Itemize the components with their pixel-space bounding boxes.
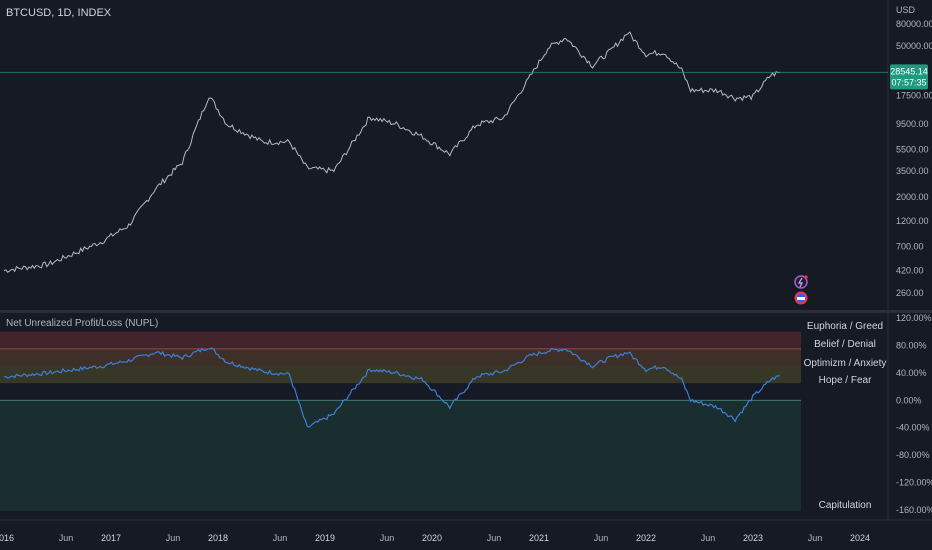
time-tick-label: 2016 (0, 533, 14, 543)
zone-band (0, 331, 801, 349)
time-tick-label: 2021 (529, 533, 549, 543)
time-tick-label: 2019 (315, 533, 335, 543)
pane-separator[interactable] (0, 310, 932, 313)
last-price-tag: 28545.14 07:57:35 (890, 64, 928, 90)
price-tick-label: 420.00 (896, 265, 924, 275)
price-line (3, 31, 780, 273)
lightning-icon[interactable] (794, 275, 808, 289)
nupl-series (3, 347, 780, 428)
time-tick-label: 2020 (422, 533, 442, 543)
price-series (3, 31, 780, 273)
flag-stripe-icon (797, 297, 805, 300)
price-tick-label: 9500.00 (896, 119, 929, 129)
event-markers[interactable] (794, 275, 808, 305)
time-tick-label: Jun (808, 533, 823, 543)
price-tick-label: 2000.00 (896, 192, 929, 202)
zone-label: Hope / Fear (819, 375, 872, 386)
notification-dot-icon (804, 275, 808, 279)
price-tick-label: 700.00 (896, 241, 924, 251)
indicator-title[interactable]: Net Unrealized Profit/Loss (NUPL) (6, 318, 158, 329)
time-tick-label: Jun (487, 533, 502, 543)
time-tick-label: Jun (380, 533, 395, 543)
nupl-line (3, 347, 780, 428)
indicator-tick-label: 0.00% (896, 395, 922, 405)
price-tick-label: 260.00 (896, 288, 924, 298)
indicator-axis[interactable]: 120.00% 80.00% 40.00% 0.00% -40.00% -80.00% -1… (896, 313, 932, 515)
price-tick-label: 3500.00 (896, 166, 929, 176)
currency-label: USD (896, 5, 916, 15)
price-tick-label: 50000.00 (896, 41, 932, 51)
zone-label: Optimizm / Anxiety (804, 358, 887, 369)
zone-band (0, 348, 801, 366)
indicator-tick-label: 80.00% (896, 340, 927, 350)
time-tick-label: Jun (273, 533, 288, 543)
time-tick-label: 2018 (208, 533, 228, 543)
price-tick-label: 5500.00 (896, 145, 929, 155)
zone-band (0, 366, 801, 384)
time-tick-label: 2023 (743, 533, 763, 543)
zone-label: Belief / Denial (814, 339, 876, 350)
symbol-title[interactable]: BTCUSD, 1D, INDEX (6, 7, 112, 19)
price-axis[interactable]: 80000.00 50000.00 17500.00 9500.00 5500.00 35… (896, 19, 932, 298)
countdown-value: 07:57:35 (891, 77, 926, 87)
nupl-zones: Euphoria / Greed Belief / Denial Optimizm … (0, 321, 886, 511)
indicator-tick-label: -80.00% (896, 450, 930, 460)
indicator-tick-label: 40.00% (896, 368, 927, 378)
zone-band (0, 400, 801, 511)
last-price-value: 28545.14 (890, 66, 928, 76)
indicator-tick-label: -120.00% (896, 478, 932, 488)
last-price-tag-bg (890, 64, 928, 90)
time-tick-label: Jun (701, 533, 716, 543)
price-tick-label: 17500.00 (896, 90, 932, 100)
price-pane[interactable] (0, 0, 888, 310)
lightning-glyph-icon (797, 277, 803, 288)
indicator-tick-label: -160.00% (896, 505, 932, 515)
time-tick-label: Jun (166, 533, 181, 543)
zone-label: Capitulation (819, 500, 872, 511)
time-tick-label: Jun (59, 533, 74, 543)
price-tick-label: 1200.00 (896, 216, 929, 226)
zone-label: Euphoria / Greed (807, 321, 883, 332)
price-tick-label: 80000.00 (896, 19, 932, 29)
time-tick-label: 2022 (636, 533, 656, 543)
indicator-tick-label: 120.00% (896, 313, 932, 323)
time-tick-label: Jun (594, 533, 609, 543)
time-axis[interactable]: 2016 Jun 2017 Jun 2018 Jun 2019 Jun 2020 Jun 2021 J… (0, 533, 870, 543)
indicator-tick-label: -40.00% (896, 423, 930, 433)
time-tick-label: 2017 (101, 533, 121, 543)
time-tick-label: 2024 (850, 533, 870, 543)
